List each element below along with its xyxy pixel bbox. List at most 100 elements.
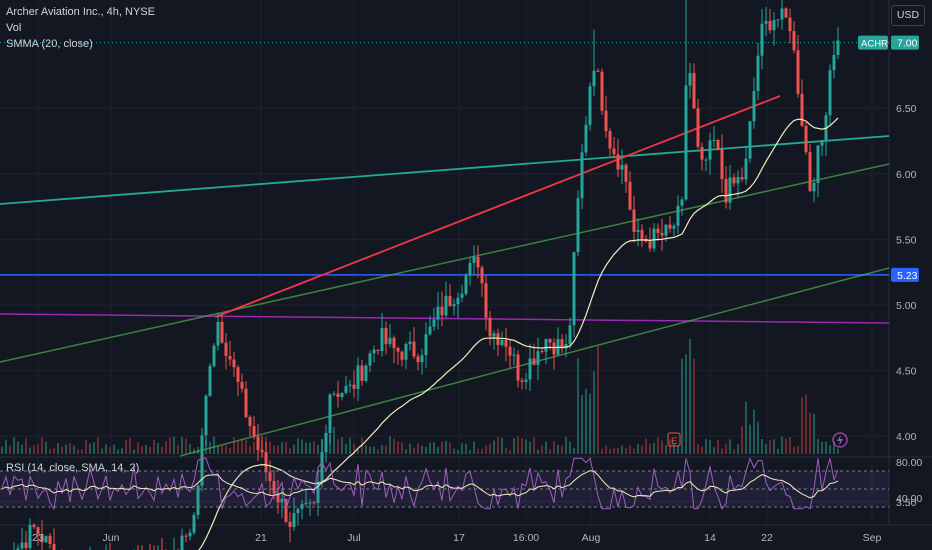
volume-bar (277, 445, 279, 454)
volume-bar (289, 448, 291, 454)
volume-bar (177, 444, 179, 454)
candle-body (440, 306, 444, 316)
volume-bar (569, 441, 571, 454)
candle-body (692, 72, 696, 109)
candle-body (228, 355, 232, 360)
volume-bar (625, 448, 627, 454)
volume-bar (537, 449, 539, 454)
candle-body (52, 544, 56, 550)
candle-body (540, 351, 544, 353)
volume-bar (341, 437, 343, 454)
candle-body (256, 436, 260, 450)
candle-body (636, 229, 640, 232)
candle-body (448, 295, 452, 307)
volume-bar (633, 448, 635, 454)
volume-bar (589, 393, 591, 454)
candle-body (576, 198, 580, 253)
volume-bar (109, 446, 111, 454)
candle-body (264, 452, 268, 473)
volume-bar (721, 448, 723, 454)
candle-body (360, 365, 364, 381)
volume-bar (769, 440, 771, 454)
volume-bar (509, 449, 511, 454)
volume-bar (17, 441, 19, 454)
candle-body (432, 319, 436, 327)
candle-body (580, 152, 584, 199)
candle-body (668, 224, 672, 229)
volume-bar (781, 436, 783, 454)
volume-bar (233, 437, 235, 454)
y-axis-tick-label: 4.50 (896, 366, 917, 378)
volume-bar (25, 438, 27, 454)
volume-bar (773, 439, 775, 454)
candle-body (420, 355, 424, 363)
candle-body (716, 139, 720, 149)
volume-bar (157, 443, 159, 454)
candle-body (528, 358, 532, 380)
volume-bar (813, 413, 815, 454)
volume-bar (169, 437, 171, 454)
volume-bar (749, 424, 751, 454)
volume-bar (125, 439, 127, 454)
candle-body (372, 349, 376, 354)
earnings-event-icon (667, 432, 681, 447)
volume-bar (349, 437, 351, 454)
volume-bar (61, 446, 63, 454)
volume-bar (133, 449, 135, 454)
volume-bar (333, 427, 335, 454)
volume-bar (545, 441, 547, 454)
candle-body (600, 71, 604, 111)
channel-upper-line (0, 163, 890, 363)
volume-bar (365, 445, 367, 454)
candle-body (664, 224, 668, 236)
volume-bar (185, 438, 187, 454)
volume-bar (317, 444, 319, 454)
volume-bar (689, 338, 691, 454)
candle-body (336, 393, 340, 398)
volume-bar (557, 444, 559, 454)
candle-body (16, 548, 20, 550)
volume-bar (181, 436, 183, 454)
candle-body (604, 110, 608, 132)
volume-bar (817, 438, 819, 454)
volume-bar (353, 443, 355, 454)
candle-body (404, 343, 408, 360)
volume-bar (421, 445, 423, 454)
volume-bar (513, 438, 515, 454)
candle-body (352, 384, 356, 389)
volume-bar (89, 443, 91, 454)
volume-bar (429, 442, 431, 454)
candle-body (184, 535, 188, 537)
candle-body (496, 333, 500, 346)
candle-body (740, 177, 744, 180)
candle-body (704, 159, 708, 161)
volume-bar (69, 442, 71, 454)
volume-bar (825, 441, 827, 454)
candle-body (400, 351, 404, 360)
currency-button[interactable]: USD (891, 5, 925, 26)
volume-bar (837, 448, 839, 454)
candle-body (408, 341, 412, 344)
volume-bar (449, 443, 451, 454)
volume-bar (313, 441, 315, 454)
volume-bar (213, 436, 215, 454)
volume-bar (729, 439, 731, 454)
y-axis-tick-label: 5.50 (896, 234, 917, 246)
candle-body (520, 380, 524, 382)
x-axis-tick-label: Aug (582, 532, 601, 544)
volume-bar (217, 446, 219, 454)
volume-bar (9, 445, 11, 454)
volume-bar (653, 442, 655, 454)
volume-bar (33, 445, 35, 454)
volume-bar (785, 438, 787, 454)
candle-body (516, 354, 520, 381)
volume-bar (801, 397, 803, 454)
candle-body (628, 181, 632, 210)
volume-bar (685, 354, 687, 454)
volume-bar (337, 439, 339, 454)
candle-body (468, 262, 472, 276)
candle-body (236, 367, 240, 383)
candle-body (500, 339, 504, 346)
candle-body (620, 164, 624, 170)
